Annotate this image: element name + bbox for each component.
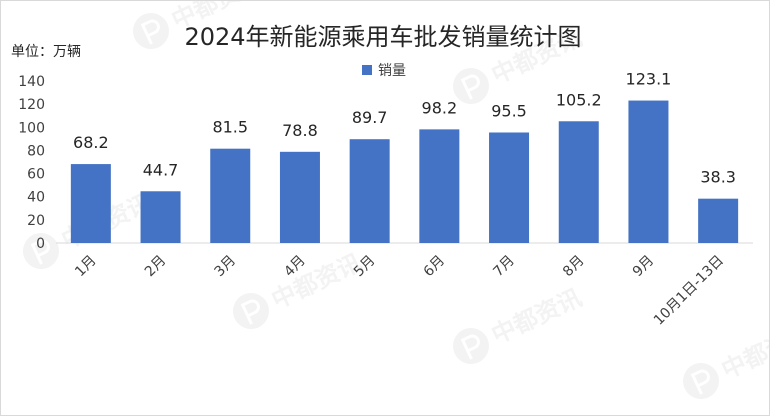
bar — [210, 148, 251, 243]
x-tick-label: 9月 — [630, 253, 658, 281]
data-label: 81.5 — [212, 118, 248, 137]
watermark-logo: 中都资讯 — [683, 319, 769, 399]
data-label: 89.7 — [352, 108, 388, 127]
y-axis: 0 20 40 60 80 100 120 140 — [18, 74, 45, 252]
unit-label: 单位：万辆 — [11, 44, 81, 60]
legend-swatch — [362, 65, 372, 75]
y-tick-label: 40 — [27, 190, 45, 206]
x-tick-label: 7月 — [490, 253, 518, 281]
svg-text:中都资讯: 中都资讯 — [717, 319, 769, 385]
x-tick-label: 8月 — [560, 253, 588, 281]
y-tick-label: 80 — [27, 143, 45, 159]
bar — [628, 100, 669, 243]
y-tick-label: 60 — [27, 167, 45, 183]
bar — [349, 139, 390, 243]
x-tick-label: 1月 — [72, 253, 100, 281]
x-tick-label: 3月 — [212, 253, 240, 281]
svg-text:中都资讯: 中都资讯 — [487, 284, 586, 350]
bar — [279, 151, 320, 243]
legend-label: 销量 — [378, 63, 406, 79]
y-tick-label: 20 — [27, 213, 45, 229]
bars — [70, 100, 739, 243]
x-tick-label: 10月1日-13日 — [651, 253, 727, 329]
x-tick-label: 2月 — [142, 253, 170, 281]
data-label: 95.5 — [491, 101, 527, 120]
data-label: 38.3 — [700, 168, 736, 187]
bar — [558, 121, 599, 243]
data-label: 78.8 — [282, 121, 318, 140]
y-tick-label: 0 — [36, 236, 45, 252]
data-label: 44.7 — [143, 160, 179, 179]
bar — [70, 164, 111, 243]
x-tick-label: 6月 — [421, 253, 449, 281]
y-tick-label: 140 — [18, 74, 45, 90]
y-tick-label: 120 — [18, 97, 45, 113]
data-label: 105.2 — [556, 90, 602, 109]
bar — [140, 191, 181, 243]
bar — [698, 198, 739, 243]
y-tick-label: 100 — [18, 120, 45, 136]
data-labels: 68.2 44.7 81.5 78.8 89.7 98.2 95.5 105.2 123.1 38… — [73, 70, 736, 187]
svg-text:中都资讯: 中都资讯 — [267, 249, 366, 315]
legend: 销量 — [362, 63, 406, 79]
watermark-logo: 中都资讯 — [453, 284, 586, 364]
data-label: 98.2 — [422, 98, 458, 117]
bar — [489, 132, 530, 243]
chart-title: 2024年新能源乘用车批发销量统计图 — [184, 23, 581, 51]
bar — [419, 129, 460, 243]
data-label: 68.2 — [73, 133, 109, 152]
data-label: 123.1 — [626, 70, 672, 89]
